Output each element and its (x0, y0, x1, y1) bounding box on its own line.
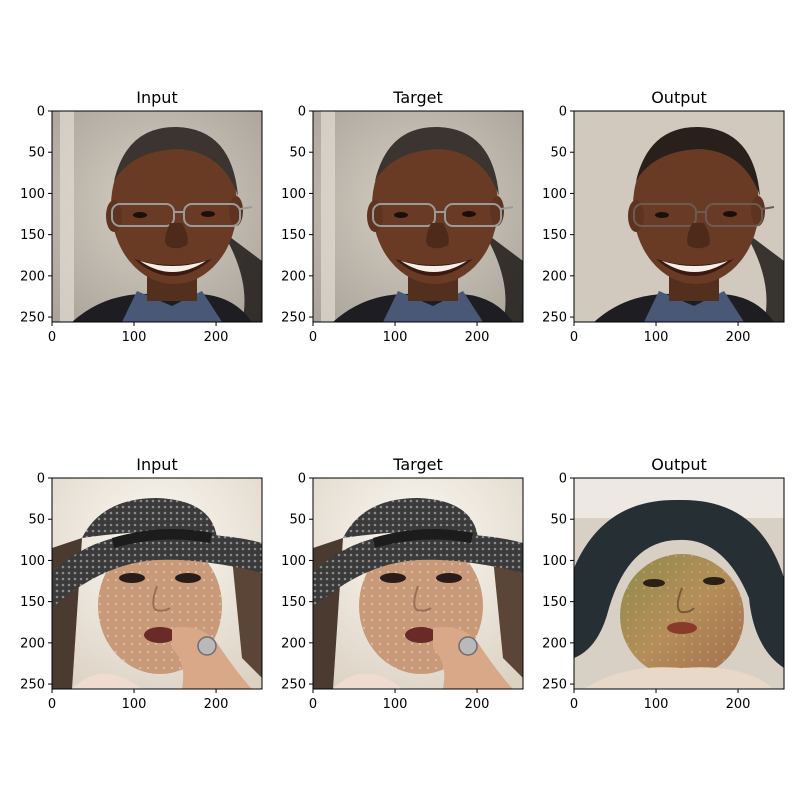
y-tick-label: 50 (28, 146, 45, 161)
panel-title: Input (136, 88, 177, 107)
y-tick-label: 0 (298, 105, 306, 120)
x-tick-label: 100 (383, 330, 408, 345)
y-tick-label: 100 (281, 554, 306, 569)
y-tick-label: 100 (542, 187, 567, 202)
y-tick-label: 250 (281, 311, 306, 326)
x-tick-label: 200 (726, 697, 751, 712)
panel-title: Output (651, 455, 707, 474)
axes-frame (312, 477, 524, 690)
x-tick-label: 200 (204, 697, 229, 712)
y-tick-label: 50 (28, 513, 45, 528)
y-tick-label: 250 (20, 678, 45, 693)
y-tick-label: 100 (281, 187, 306, 202)
y-tick-label: 150 (281, 595, 306, 610)
y-tick-label: 200 (20, 269, 45, 284)
panel-image-generated-woman-dark-hair (574, 478, 784, 689)
y-tick-label: 0 (559, 105, 567, 120)
panel-image-portrait-woman-black-hat (52, 478, 262, 689)
y-tick-label: 200 (20, 636, 45, 651)
x-tick-label: 100 (644, 697, 669, 712)
x-tick-label: 100 (122, 330, 147, 345)
y-tick-label: 50 (289, 146, 306, 161)
x-tick-label: 200 (465, 697, 490, 712)
y-tick-label: 50 (289, 513, 306, 528)
y-tick-label: 250 (20, 311, 45, 326)
panel-title: Target (392, 455, 443, 474)
y-tick-label: 100 (20, 187, 45, 202)
x-tick-label: 100 (644, 330, 669, 345)
y-tick-label: 100 (20, 554, 45, 569)
panel-title: Output (651, 88, 707, 107)
axes-frame (51, 110, 263, 323)
y-tick-label: 250 (542, 678, 567, 693)
y-tick-label: 200 (281, 269, 306, 284)
y-tick-label: 250 (542, 311, 567, 326)
x-tick-label: 200 (726, 330, 751, 345)
x-tick-label: 0 (48, 697, 56, 712)
axes-frame (573, 110, 785, 323)
axes-frame (312, 110, 524, 323)
y-tick-label: 150 (20, 228, 45, 243)
panel-title: Input (136, 455, 177, 474)
axes-frame (51, 477, 263, 690)
y-tick-label: 50 (550, 146, 567, 161)
panel-image-portrait-man-glasses-smiling (313, 111, 523, 322)
y-tick-label: 0 (37, 472, 45, 487)
y-tick-label: 0 (298, 472, 306, 487)
panel-title: Target (392, 88, 443, 107)
y-tick-label: 0 (37, 105, 45, 120)
x-tick-label: 0 (570, 330, 578, 345)
y-tick-label: 200 (542, 269, 567, 284)
x-tick-label: 100 (383, 697, 408, 712)
panel-image-portrait-woman-black-hat (313, 478, 523, 689)
y-tick-label: 150 (281, 228, 306, 243)
y-tick-label: 200 (281, 636, 306, 651)
panel-image-generated-man-glasses-smiling (574, 111, 784, 322)
y-tick-label: 0 (559, 472, 567, 487)
x-tick-label: 200 (204, 330, 229, 345)
y-tick-label: 150 (542, 228, 567, 243)
x-tick-label: 0 (309, 697, 317, 712)
x-tick-label: 0 (48, 330, 56, 345)
y-tick-label: 100 (542, 554, 567, 569)
panel-image-portrait-man-glasses-smiling (52, 111, 262, 322)
x-tick-label: 0 (309, 330, 317, 345)
x-tick-label: 200 (465, 330, 490, 345)
axes-frame (573, 477, 785, 690)
y-tick-label: 150 (542, 595, 567, 610)
x-tick-label: 100 (122, 697, 147, 712)
y-tick-label: 50 (550, 513, 567, 528)
y-tick-label: 200 (542, 636, 567, 651)
y-tick-label: 250 (281, 678, 306, 693)
y-tick-label: 150 (20, 595, 45, 610)
x-tick-label: 0 (570, 697, 578, 712)
